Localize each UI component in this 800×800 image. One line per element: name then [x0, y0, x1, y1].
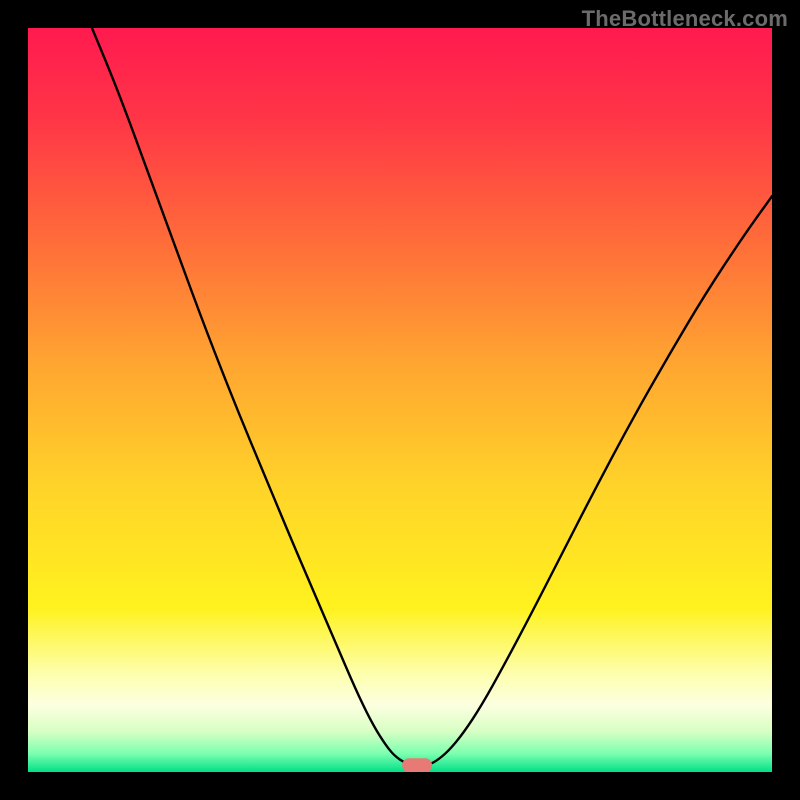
plot-area — [28, 28, 772, 772]
optimum-marker — [402, 758, 432, 772]
gradient-background — [28, 28, 772, 772]
chart-frame: TheBottleneck.com — [0, 0, 800, 800]
plot-svg — [28, 28, 772, 772]
